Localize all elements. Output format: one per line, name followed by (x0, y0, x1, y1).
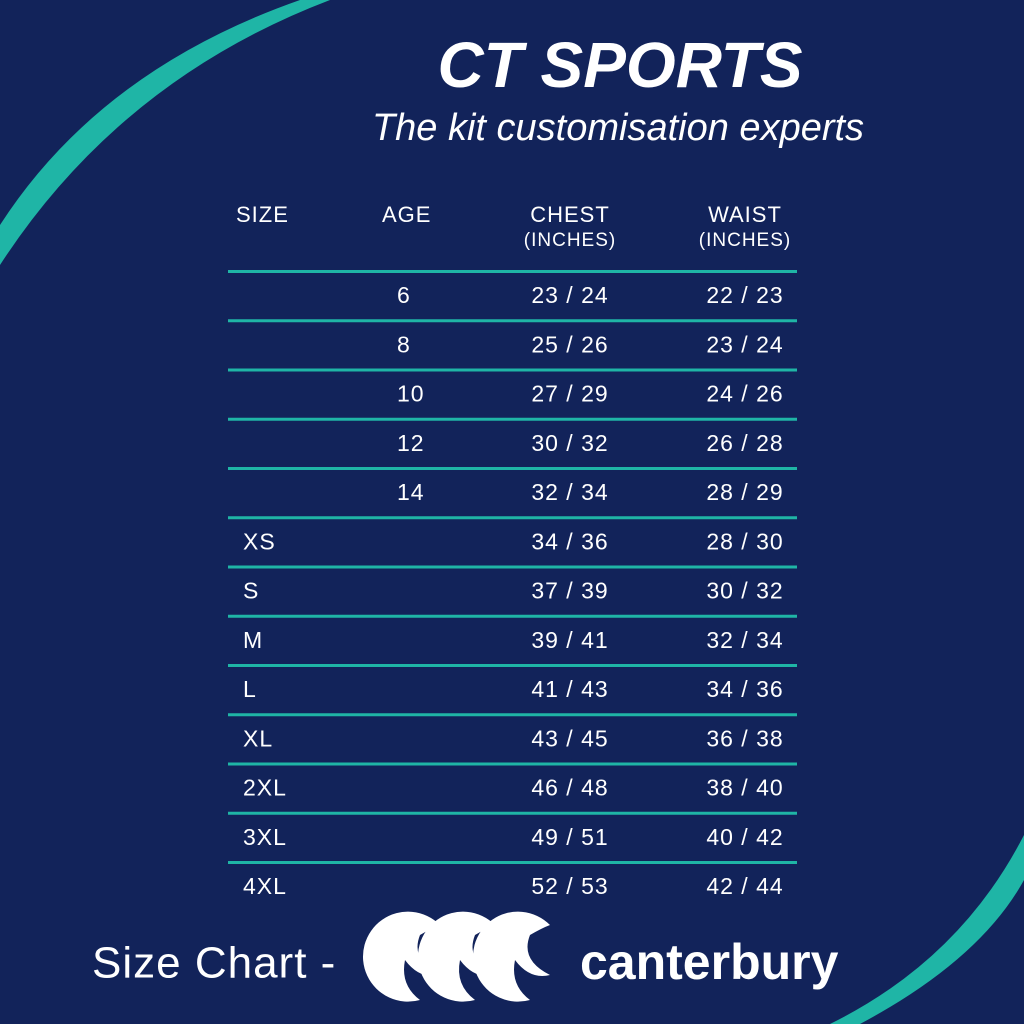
table-cell: S (243, 578, 259, 604)
logo (362, 911, 550, 1002)
column-unit: (INCHES) (524, 230, 616, 251)
table-cell: XL (243, 725, 273, 751)
table-cell: M (243, 627, 263, 653)
table-cell: 46 / 48 (531, 775, 608, 801)
table-cell: 12 (397, 430, 425, 456)
table-cell: 42 / 44 (706, 873, 783, 899)
table-cell: 30 / 32 (706, 578, 783, 604)
table-cell: 37 / 39 (531, 578, 608, 604)
table-cell: L (243, 676, 257, 702)
table-cell: 10 (397, 381, 425, 407)
table-cell: 4XL (243, 873, 287, 899)
brand-name: canterbury (580, 934, 839, 990)
footer-label: Size Chart - (92, 939, 336, 988)
column-header: AGE (382, 202, 431, 227)
table-cell: 22 / 23 (706, 282, 783, 308)
table-cell: 6 (397, 282, 411, 308)
table-cell: 14 (397, 479, 425, 505)
table-cell: 39 / 41 (531, 627, 608, 653)
title: CT SPORTS (437, 29, 802, 101)
table-cell: 24 / 26 (706, 381, 783, 407)
table-cell: 36 / 38 (706, 725, 783, 751)
table-cell: XS (243, 528, 276, 554)
table-cell: 40 / 42 (706, 824, 783, 850)
table-cell: 34 / 36 (531, 528, 608, 554)
size-table: SIZE AGE CHEST (INCHES) WAIST (INCHES) 6 23 / 2… (228, 202, 797, 899)
table-cell: 30 / 32 (531, 430, 608, 456)
table-cell: 34 / 36 (706, 676, 783, 702)
table-cell: 3XL (243, 824, 287, 850)
table-cell: 49 / 51 (531, 824, 608, 850)
decor-arc (830, 835, 1024, 1024)
table-cell: 2XL (243, 775, 287, 801)
table-cell: 23 / 24 (706, 331, 783, 357)
table-cell: 26 / 28 (706, 430, 783, 456)
column-header: SIZE (236, 202, 289, 227)
table-cell: 25 / 26 (531, 331, 608, 357)
table-cell: 28 / 29 (706, 479, 783, 505)
table-cell: 32 / 34 (706, 627, 783, 653)
table-cell: 41 / 43 (531, 676, 608, 702)
table-cell: 38 / 40 (706, 775, 783, 801)
table-cell: 8 (397, 331, 411, 357)
table-cell: 32 / 34 (531, 479, 608, 505)
table-cell: 23 / 24 (531, 282, 608, 308)
column-header: WAIST (708, 202, 782, 227)
subtitle: The kit customisation experts (372, 107, 864, 149)
column-header: CHEST (530, 202, 610, 227)
table-cell: 43 / 45 (531, 725, 608, 751)
table-cell: 52 / 53 (531, 873, 608, 899)
column-unit: (INCHES) (699, 230, 791, 251)
table-cell: 28 / 30 (706, 528, 783, 554)
table-cell: 27 / 29 (531, 381, 608, 407)
